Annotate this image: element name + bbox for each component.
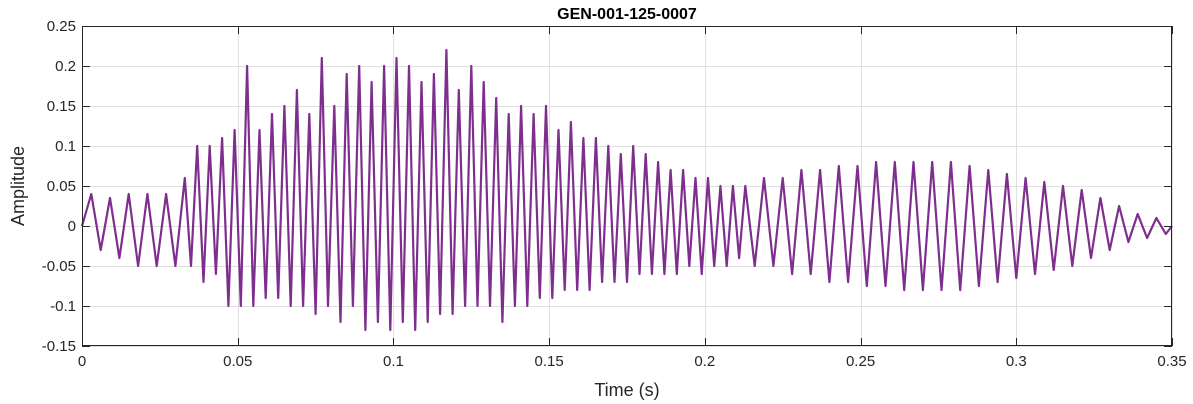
y-tick-label: -0.05 [42,258,76,275]
x-tick-label: 0.05 [223,353,252,370]
y-axis-label: Amplitude [8,146,28,226]
x-tick-label: 0 [78,353,86,370]
series-group [80,48,1173,332]
y-tick-label: 0 [68,218,76,235]
ticks: 0 0.05 0.1 0.15 0.2 0.25 0.3 0.35 -0.15 -0.1 -0.05… [42,18,1187,370]
x-tick-label: 0.35 [1157,353,1186,370]
x-tick-label: 0.25 [846,353,875,370]
y-tick-label: -0.15 [42,338,76,355]
y-tick-label: 0.2 [55,58,76,75]
chart-title: GEN-001-125-0007 [557,6,697,23]
y-tick-label: 0.15 [47,98,76,115]
y-tick-label: -0.1 [50,298,76,315]
x-tick-label: 0.1 [383,353,404,370]
y-tick-label: 0.1 [55,138,76,155]
x-tick-label: 0.3 [1006,353,1027,370]
x-tick-label: 0.2 [694,353,715,370]
series-line-0 [80,48,1173,332]
x-axis-label: Time (s) [594,380,659,400]
y-tick-label: 0.05 [47,178,76,195]
x-tick-label: 0.15 [535,353,564,370]
y-tick-label: 0.25 [47,18,76,35]
